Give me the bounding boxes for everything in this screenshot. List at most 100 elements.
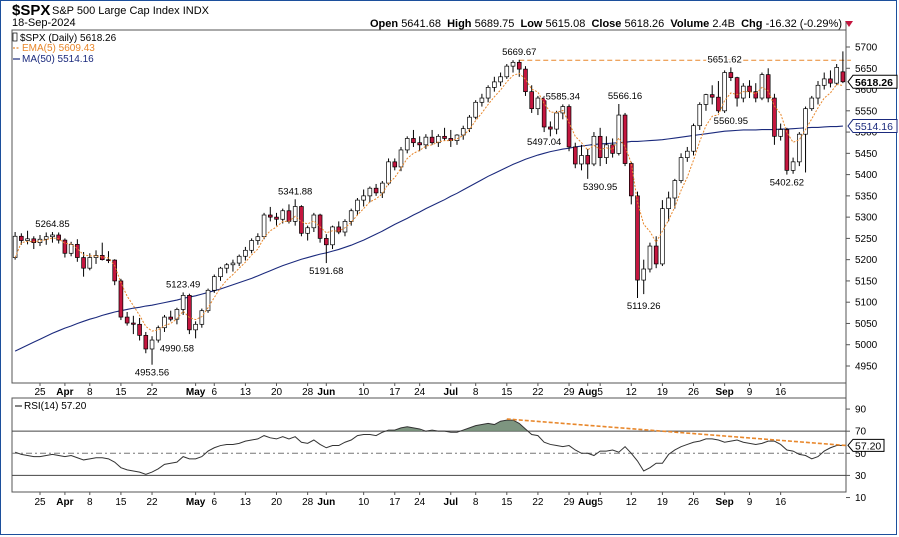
- candle-up: [815, 84, 821, 99]
- price-annotation: 5669.67: [502, 47, 536, 58]
- high-value: 5689.75: [474, 18, 515, 30]
- candle-up: [790, 161, 796, 171]
- price-y-tick-label: 5550: [855, 106, 878, 117]
- price-annotation: 4990.58: [160, 343, 194, 354]
- rsi-x-tick-label: 5: [597, 497, 603, 508]
- price-y-tick-label: 5300: [855, 213, 878, 224]
- candle-down: [828, 78, 833, 84]
- rsi-x-tick-label: 8: [87, 497, 93, 508]
- candle-down: [324, 238, 329, 246]
- price-x-tick-label: 15: [501, 387, 513, 398]
- rsi-x-tick-label: 16: [775, 497, 787, 508]
- rsi-x-tick-label: 8: [473, 497, 479, 508]
- candle-up: [205, 289, 211, 312]
- price-x-tick-label: Aug: [578, 387, 597, 398]
- rsi-y-tick-label: 10: [855, 493, 867, 504]
- price-x-tick-label: Jul: [444, 387, 459, 398]
- price-x-tick-label: 28: [302, 387, 314, 398]
- down-arrow-icon: [845, 21, 853, 28]
- candle-down: [417, 142, 422, 146]
- rsi-x-tick-label: 17: [389, 497, 401, 508]
- candle-down: [268, 214, 273, 218]
- price-x-tick-label: 22: [146, 387, 158, 398]
- rsi-panel-border: [11, 397, 847, 493]
- candle-down: [274, 216, 279, 220]
- volume-label: Volume: [670, 18, 710, 30]
- candle-down: [716, 96, 721, 112]
- price-tag-box: [847, 74, 898, 89]
- price-tag-text: 5514.16: [855, 121, 893, 133]
- candle-up: [292, 206, 298, 222]
- price-annotation: 5119.26: [627, 301, 661, 312]
- candle-up: [162, 316, 167, 329]
- candle-up: [25, 238, 30, 241]
- chg-value: -16.32 (-0.29%): [765, 18, 842, 30]
- candle-down: [753, 91, 759, 99]
- price-y-tick-label: 5600: [855, 85, 878, 96]
- price-y-tick-label: 5700: [855, 43, 878, 54]
- candle-up: [660, 208, 665, 265]
- candle-up: [604, 144, 609, 158]
- candle-up: [193, 323, 198, 331]
- candle-down: [523, 68, 528, 93]
- candle-up: [149, 339, 155, 350]
- candle-up: [87, 257, 93, 269]
- price-y-tick-label: 5000: [855, 340, 878, 351]
- price-x-tick-label: 5: [597, 387, 603, 398]
- rsi-x-tick-label: 13: [240, 497, 252, 508]
- price-annotation: 5191.68: [309, 266, 343, 277]
- candle-down: [429, 136, 435, 144]
- price-y-tick-label: 5050: [855, 319, 878, 330]
- candle-down: [709, 94, 715, 98]
- price-x-tick-label: 13: [240, 387, 252, 398]
- low-value: 5615.08: [545, 18, 586, 30]
- price-x-tick-label: Sep: [715, 387, 733, 398]
- candle-down: [19, 235, 24, 241]
- rsi-x-tick-label: 22: [532, 497, 544, 508]
- price-annotation: 5585.34: [546, 91, 580, 102]
- chart-date: 18-Sep-2024: [12, 17, 76, 29]
- candle-up: [218, 267, 223, 278]
- candle-down: [336, 226, 342, 233]
- candle-down: [635, 195, 640, 281]
- rsi-x-tick-label: 6: [211, 497, 217, 508]
- candle-up: [255, 236, 261, 241]
- candle-down: [585, 155, 590, 165]
- rsi-x-tick-label: May: [186, 497, 206, 508]
- price-annotation: 4953.56: [135, 368, 169, 379]
- candle-up: [342, 221, 348, 233]
- price-x-tick-label: 29: [563, 387, 575, 398]
- candle-up: [591, 135, 597, 165]
- open-label: Open: [370, 18, 399, 30]
- price-y-tick-label: 5650: [855, 64, 878, 75]
- ma50-line: [14, 125, 843, 352]
- candle-down: [56, 234, 61, 241]
- candle-up: [180, 295, 186, 310]
- candle-down: [442, 135, 447, 139]
- rsi-x-tick-label: 28: [302, 497, 314, 508]
- price-x-tick-label: Jun: [317, 387, 335, 398]
- candle-up: [386, 161, 391, 184]
- candle-down: [548, 126, 553, 130]
- candle-down: [728, 72, 734, 78]
- candle-up: [759, 74, 765, 99]
- candle-down: [118, 280, 124, 318]
- price-y-tick-label: 5500: [855, 128, 878, 139]
- legend-candle-swatch: [12, 32, 18, 42]
- candle-up: [685, 150, 690, 158]
- candle-up: [12, 235, 18, 258]
- rsi-x-tick-label: Jun: [317, 497, 335, 508]
- candle-up: [641, 268, 647, 281]
- price-annotation: 5264.85: [35, 219, 69, 230]
- price-annotation: 5497.04: [527, 137, 561, 148]
- candle-up: [504, 65, 510, 78]
- candle-down: [747, 85, 752, 93]
- rsi-x-tick-label: 19: [657, 497, 669, 508]
- index-name: S&P 500 Large Cap Index INDX: [52, 5, 209, 17]
- candle-up: [230, 262, 236, 266]
- last-price-tag: 5618.26: [847, 74, 898, 89]
- price-x-tick-label: 8: [473, 387, 479, 398]
- price-annotation: 5651.62: [707, 54, 741, 65]
- candle-down: [840, 71, 846, 83]
